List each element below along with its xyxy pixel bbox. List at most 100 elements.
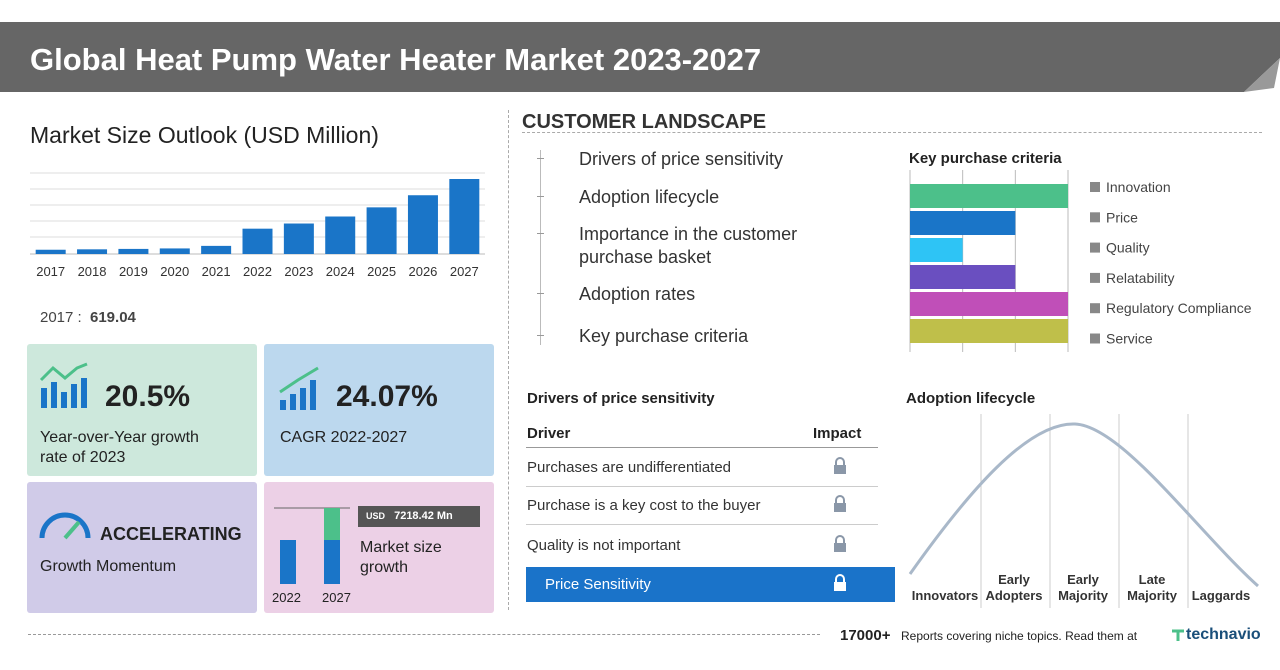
x-tick-label: 2020 bbox=[160, 264, 189, 279]
list-bullet bbox=[537, 196, 544, 197]
momentum-label: Growth Momentum bbox=[40, 558, 177, 575]
legend-label: Innovation bbox=[1106, 179, 1171, 195]
stage-label: Laggards bbox=[1191, 588, 1251, 603]
list-item: Key purchase criteria bbox=[579, 326, 749, 346]
bar bbox=[366, 207, 397, 254]
bar bbox=[201, 245, 232, 254]
legend-label: Quality bbox=[1106, 240, 1150, 256]
x-tick-label: 2022 bbox=[243, 264, 272, 279]
list-item: Drivers of price sensitivity bbox=[579, 149, 784, 169]
x-tick-label: 2017 bbox=[36, 264, 65, 279]
lock-icon bbox=[834, 574, 846, 591]
cagr-card: 24.07% CAGR 2022-2027 bbox=[264, 344, 494, 476]
list-line bbox=[540, 150, 541, 345]
lock-icon bbox=[834, 535, 846, 552]
table-title: Drivers of price sensitivity bbox=[527, 390, 715, 407]
list-bullet bbox=[537, 233, 544, 234]
growth-year: 2022 bbox=[272, 590, 301, 605]
rule bbox=[526, 524, 878, 525]
corner-fold bbox=[1244, 58, 1280, 92]
growth-year: 2027 bbox=[322, 590, 351, 605]
icon bbox=[279, 366, 319, 410]
adoption-chart bbox=[908, 414, 1260, 608]
x-tick-label: 2023 bbox=[284, 264, 313, 279]
market-chart: 2017 2018 2019 2020 2021 2022 2023 2024 2025 2026… bbox=[30, 172, 485, 279]
legend-label: Service bbox=[1106, 331, 1153, 347]
lock-icon bbox=[834, 495, 846, 512]
highlight-row bbox=[526, 567, 895, 602]
kpc-chart: Innovation Price Quality Relatability Regula… bbox=[909, 170, 1252, 352]
bar bbox=[325, 216, 356, 254]
bar bbox=[910, 211, 1016, 235]
stage-label: Early Adopters bbox=[985, 572, 1043, 603]
x-tick-label: 2018 bbox=[78, 264, 107, 279]
legend-swatch bbox=[1090, 333, 1100, 344]
yoy-card: 20.5% Year-over-Year growth rate of 2023 bbox=[27, 344, 257, 476]
column-header: Impact bbox=[813, 425, 862, 442]
header-band bbox=[0, 22, 1280, 92]
x-tick-label: 2025 bbox=[367, 264, 396, 279]
footer-count: 17000+ bbox=[840, 627, 891, 644]
icon bbox=[39, 512, 91, 540]
bar bbox=[118, 248, 149, 254]
table-row: Quality is not important bbox=[527, 537, 681, 554]
bar bbox=[283, 223, 314, 254]
divider bbox=[522, 132, 1262, 133]
cagr-value: 24.07% bbox=[336, 380, 438, 413]
momentum-value: ACCELERATING bbox=[100, 524, 242, 544]
cagr-label: CAGR 2022-2027 bbox=[280, 429, 408, 446]
list-bullet bbox=[537, 158, 544, 159]
list-bullet bbox=[537, 335, 544, 336]
momentum-card: ACCELERATING Growth Momentum bbox=[27, 482, 257, 613]
list-bullet bbox=[537, 293, 544, 294]
highlight-label: Price Sensitivity bbox=[545, 576, 651, 593]
x-tick-label: 2019 bbox=[119, 264, 148, 279]
legend-swatch bbox=[1090, 212, 1100, 223]
legend-swatch bbox=[1090, 303, 1100, 314]
rule bbox=[526, 486, 878, 487]
base-value: 619.04 bbox=[90, 309, 136, 326]
bar bbox=[77, 249, 108, 254]
footer-text: Reports covering niche topics. Read them… bbox=[901, 629, 1138, 643]
rule bbox=[526, 447, 878, 448]
icon bbox=[39, 362, 88, 408]
bar bbox=[449, 179, 480, 254]
legend-label: Price bbox=[1106, 209, 1138, 225]
x-tick-label: 2026 bbox=[408, 264, 437, 279]
logo-mark bbox=[1172, 629, 1184, 641]
yoy-label: Year-over-Year growth rate of 2023 bbox=[40, 429, 199, 466]
list-item: Adoption lifecycle bbox=[579, 187, 720, 207]
table-row: Purchase is a key cost to the buyer bbox=[527, 497, 761, 514]
adoption-title: Adoption lifecycle bbox=[906, 390, 1036, 407]
landscape-title: CUSTOMER LANDSCAPE bbox=[522, 111, 767, 133]
list-item: Adoption rates bbox=[579, 284, 696, 304]
legend-label: Regulatory Compliance bbox=[1106, 300, 1252, 316]
bar bbox=[910, 292, 1068, 316]
bar bbox=[910, 238, 963, 262]
stage-label: Innovators bbox=[911, 588, 979, 603]
stage-label: Early Majority bbox=[1058, 572, 1108, 603]
kpc-title: Key purchase criteria bbox=[909, 150, 1062, 167]
divider bbox=[508, 110, 509, 610]
x-tick-label: 2024 bbox=[326, 264, 355, 279]
bar bbox=[242, 228, 273, 254]
bar bbox=[910, 319, 1068, 343]
legend-swatch bbox=[1090, 272, 1100, 283]
title: Global Heat Pump Water Heater Market 202… bbox=[30, 42, 762, 77]
legend-swatch bbox=[1090, 242, 1100, 253]
icon bbox=[274, 507, 350, 584]
list-item: Importance in the customer purchase bask… bbox=[579, 224, 798, 267]
bar bbox=[159, 248, 190, 254]
table-row: Purchases are undifferentiated bbox=[527, 459, 732, 476]
x-tick-label: 2027 bbox=[450, 264, 479, 279]
growth-currency: USD bbox=[366, 511, 386, 521]
bar bbox=[910, 184, 1068, 208]
market-title: Market Size Outlook (USD Million) bbox=[30, 122, 379, 148]
growth-value: 7218.42 Mn bbox=[394, 510, 453, 522]
growth-badge: USD 7218.42 Mn bbox=[358, 506, 480, 527]
bar bbox=[35, 249, 66, 254]
brand: technavio bbox=[1186, 626, 1261, 643]
bar bbox=[407, 195, 438, 254]
lock-icon bbox=[834, 457, 846, 474]
